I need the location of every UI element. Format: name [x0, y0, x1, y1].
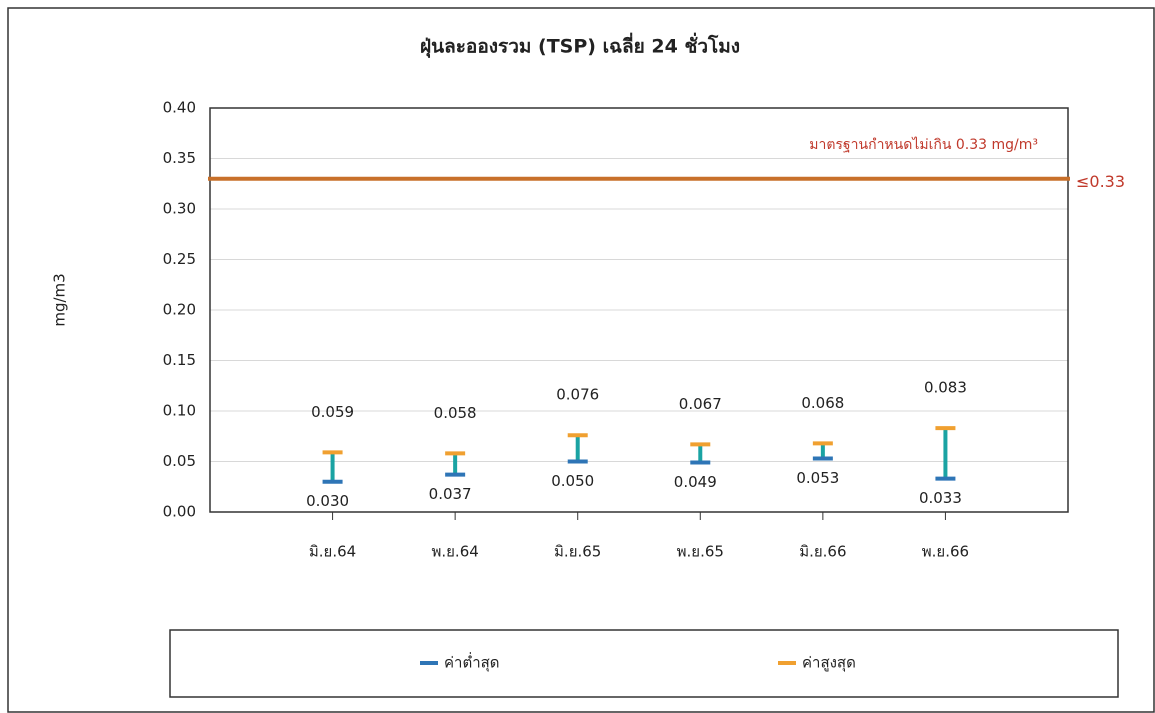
- y-axis-label: mg/m3: [51, 273, 69, 326]
- min-label: 0.050: [551, 472, 594, 490]
- min-label: 0.037: [429, 485, 472, 503]
- min-label: 0.049: [674, 473, 717, 491]
- y-tick-label: 0.40: [163, 99, 196, 117]
- y-tick-label: 0.30: [163, 200, 196, 218]
- x-tick-label: พ.ย.65: [677, 543, 724, 561]
- y-tick-label: 0.00: [163, 503, 196, 521]
- min-label: 0.053: [796, 469, 839, 487]
- legend-label: ค่าต่ำสุด: [444, 652, 500, 673]
- y-tick-label: 0.35: [163, 149, 196, 167]
- max-label: 0.068: [801, 394, 844, 412]
- plot-frame: [209, 107, 1069, 513]
- y-tick-label: 0.05: [163, 452, 196, 470]
- standard-annotation: มาตรฐานกำหนดไม่เกิน 0.33 mg/m³: [809, 136, 1038, 153]
- x-tick-label: พ.ย.66: [922, 543, 969, 561]
- max-label: 0.083: [924, 379, 967, 397]
- max-label: 0.076: [556, 386, 599, 404]
- y-tick-label: 0.10: [163, 402, 196, 420]
- chart-title: ฝุ่นละอองรวม (TSP) เฉลี่ย 24 ชั่วโมง: [420, 33, 740, 59]
- x-tick-label: พ.ย.64: [431, 543, 478, 561]
- y-tick-label: 0.15: [163, 351, 196, 369]
- legend-label: ค่าสูงสุด: [802, 654, 856, 673]
- min-label: 0.033: [919, 489, 962, 507]
- x-tick-label: มิ.ย.66: [799, 543, 846, 561]
- x-tick-label: มิ.ย.64: [309, 543, 356, 561]
- y-tick-label: 0.20: [163, 301, 196, 319]
- max-label: 0.059: [311, 403, 354, 421]
- standard-label: ≤0.33: [1076, 172, 1125, 191]
- max-label: 0.058: [434, 404, 477, 422]
- x-tick-label: มิ.ย.65: [554, 543, 601, 561]
- legend-box: [169, 629, 1119, 698]
- min-label: 0.030: [306, 492, 349, 510]
- y-tick-label: 0.25: [163, 250, 196, 268]
- max-label: 0.067: [679, 395, 722, 413]
